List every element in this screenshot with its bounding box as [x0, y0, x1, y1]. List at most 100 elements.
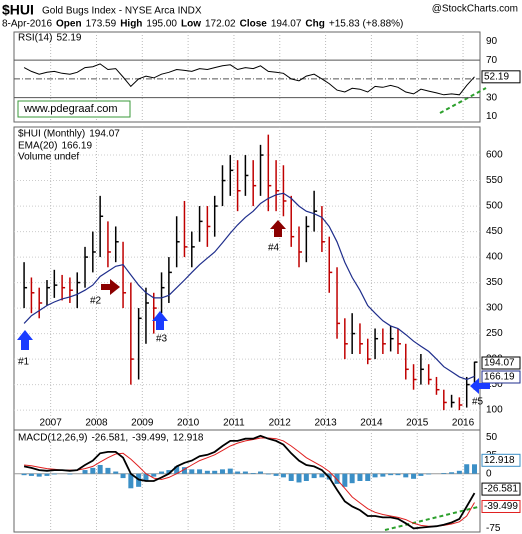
- y-tick-label: 300: [486, 303, 503, 314]
- histogram-bar: [426, 473, 432, 475]
- histogram-bar: [472, 464, 478, 474]
- label: Open: [56, 19, 82, 30]
- histogram-bar: [28, 473, 34, 476]
- histogram-bar: [411, 473, 417, 479]
- value-box: [481, 482, 521, 496]
- watermark-box: [17, 100, 131, 118]
- label: 173.59: [86, 19, 117, 30]
- histogram-bar: [181, 467, 187, 474]
- value-label: -39.499: [484, 501, 518, 512]
- histogram-bar: [311, 473, 317, 479]
- histogram-bar: [288, 473, 294, 481]
- histogram-bar: [82, 470, 88, 474]
- label: 172.02: [205, 19, 236, 30]
- label: RSI(14): [18, 33, 52, 44]
- value-label: 52.19: [484, 71, 509, 82]
- y-tick-label: 550: [486, 175, 503, 186]
- histogram-bar: [159, 471, 165, 474]
- y-tick-label: 400: [486, 252, 503, 263]
- trend-line: [439, 87, 487, 114]
- y-tick-label: 500: [486, 201, 503, 212]
- value-box: [481, 453, 521, 467]
- histogram-bar: [189, 469, 195, 474]
- volume-note: Volume undef: [18, 152, 79, 163]
- histogram-bar: [151, 473, 157, 477]
- histogram-bar: [219, 469, 225, 474]
- histogram-bar: [174, 466, 180, 474]
- histogram-bar: [197, 469, 203, 474]
- label: 12.918: [173, 433, 204, 444]
- histogram-bar: [388, 473, 394, 476]
- label: Chg: [305, 19, 324, 30]
- y-tick-label: 0: [486, 468, 492, 479]
- source: @StockCharts.com: [432, 4, 518, 15]
- histogram-bar: [204, 470, 210, 474]
- value-box: [481, 499, 521, 513]
- x-tick-label: 2009: [131, 418, 154, 429]
- label: Low: [181, 19, 201, 30]
- y-tick-label: 100: [486, 405, 503, 416]
- rsi-panel: [13, 31, 481, 123]
- value-label: 166.19: [484, 372, 515, 383]
- y-tick-label: 450: [486, 226, 503, 237]
- label: 166.19: [61, 141, 92, 152]
- label: -39.499,: [132, 433, 169, 444]
- x-tick-label: 2015: [406, 418, 429, 429]
- annotation-arrow: [17, 330, 33, 350]
- annotation-label: #3: [156, 334, 168, 345]
- label: +15.83 (+8.88%): [329, 19, 404, 30]
- histogram-bar: [273, 473, 279, 476]
- annotation-arrow: [470, 378, 490, 394]
- histogram-bar: [44, 473, 50, 476]
- trend-line: [384, 506, 479, 531]
- line-series: [24, 437, 475, 527]
- annotation-label: #1: [18, 357, 30, 368]
- y-tick-label: 30: [486, 92, 498, 103]
- histogram-bar: [464, 464, 470, 474]
- y-tick-label: 150: [486, 379, 503, 390]
- line-series: [23, 434, 476, 530]
- macd-panel: [13, 429, 481, 533]
- value-label: 194.07: [484, 358, 515, 369]
- histogram-bar: [120, 473, 126, 479]
- annotation-arrow: [152, 311, 168, 330]
- value-box: [481, 356, 521, 370]
- histogram-bar: [380, 473, 386, 477]
- y-tick-label: 10: [486, 111, 498, 122]
- y-tick-label: -75: [486, 523, 501, 534]
- x-tick-label: 2007: [40, 418, 63, 429]
- x-tick-label: 2010: [177, 418, 200, 429]
- label: 195.00: [146, 19, 177, 30]
- histogram-bar: [280, 473, 286, 478]
- label: 8-Apr-2016: [2, 19, 52, 30]
- histogram-bar: [449, 472, 455, 474]
- histogram-bar: [418, 473, 424, 476]
- histogram-bar: [97, 464, 103, 474]
- value-label: -26.581: [484, 484, 518, 495]
- histogram-bar: [303, 473, 309, 481]
- histogram-bar: [242, 471, 248, 474]
- x-tick-label: 2013: [314, 418, 337, 429]
- y-tick-label: 250: [486, 328, 503, 339]
- label: EMA(20): [18, 141, 57, 152]
- annotation-label: #4: [268, 243, 280, 254]
- y-tick-label: 70: [486, 55, 498, 66]
- histogram-bar: [319, 473, 325, 478]
- histogram-bar: [258, 471, 264, 474]
- annotation-arrow: [101, 279, 120, 295]
- histogram-bar: [365, 473, 371, 481]
- symbol: $HUI: [2, 2, 34, 18]
- histogram-bar: [441, 472, 447, 474]
- label: 52.19: [56, 33, 81, 44]
- histogram-bar: [357, 473, 363, 481]
- label: $HUI (Monthly): [18, 129, 85, 140]
- histogram-bar: [296, 473, 302, 483]
- value-label: 12.918: [484, 455, 515, 466]
- label: -26.581,: [91, 433, 128, 444]
- histogram-bar: [235, 471, 241, 474]
- x-tick-label: 2012: [269, 418, 292, 429]
- histogram-bar: [36, 473, 42, 477]
- watermark: www.pdegraaf.com: [23, 103, 118, 115]
- label: MACD(12,26,9): [18, 433, 87, 444]
